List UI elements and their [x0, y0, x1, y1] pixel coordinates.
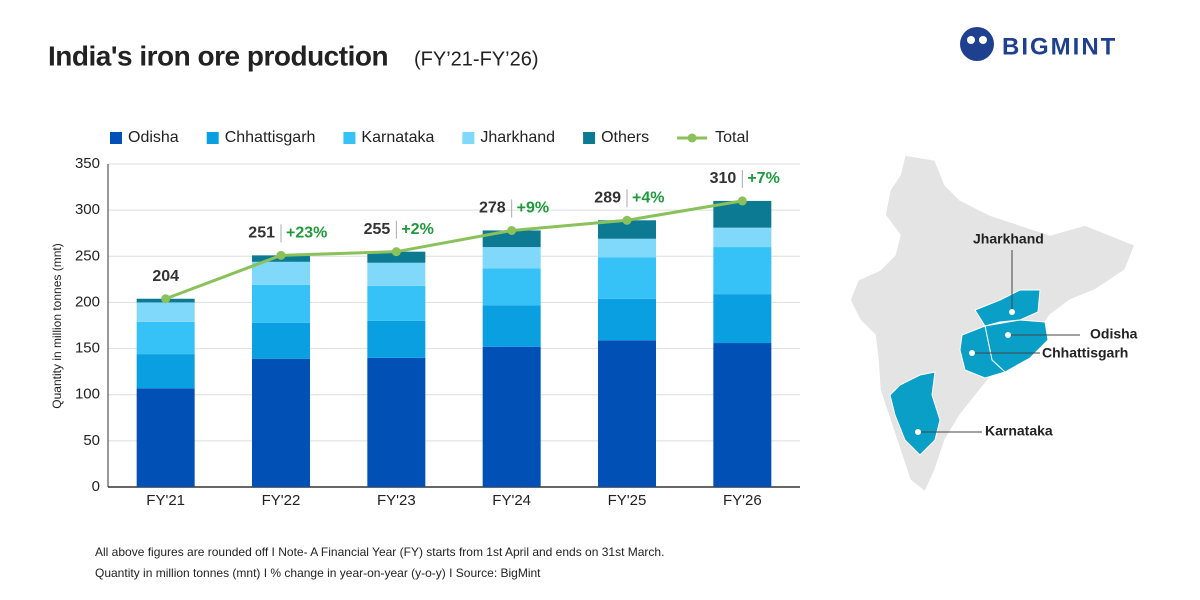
bar-segment	[598, 298, 656, 341]
yoy-label: +7%	[747, 170, 779, 187]
bar-segment	[136, 302, 195, 322]
legend-label: Karnataka	[361, 129, 434, 146]
x-tick-label: FY'22	[262, 492, 301, 509]
logo-text: BIGMINT	[1002, 33, 1117, 60]
legend-swatch	[343, 132, 356, 144]
logo-icon	[960, 27, 994, 61]
total-line	[165, 199, 743, 301]
total-label: 310	[710, 170, 737, 187]
yoy-label: +23%	[286, 225, 327, 242]
map-dot	[1009, 309, 1015, 315]
y-tick-label: 350	[75, 155, 100, 172]
bar-segment	[713, 343, 772, 487]
y-tick-label: 50	[83, 432, 100, 449]
bar-segment	[482, 247, 541, 269]
bar-segment	[136, 321, 195, 355]
footnote: Quantity in million tonnes (mnt) I % cha…	[95, 566, 541, 580]
legend-swatch	[583, 132, 596, 144]
legend-label: Total	[715, 129, 749, 146]
total-label: 255	[364, 221, 391, 238]
legend-swatch	[462, 132, 475, 144]
map-dot	[1005, 332, 1011, 338]
state-shape	[959, 325, 1006, 379]
total-label: 251	[248, 225, 275, 242]
bar-segment	[136, 354, 195, 389]
total-point	[161, 294, 171, 304]
bar-segment	[482, 346, 541, 487]
bar-segment	[598, 257, 656, 299]
legend-label: Chhattisgarh	[225, 129, 316, 146]
map-label: Chhattisgarh	[1042, 345, 1128, 361]
y-axis-label: Quantity in million tonnes (mnt)	[50, 243, 64, 408]
logo-icon	[967, 36, 975, 44]
y-tick-label: 300	[75, 201, 100, 218]
footnote: All above figures are rounded off I Note…	[95, 545, 664, 559]
total-label: 204	[152, 268, 179, 285]
bar-segment	[367, 357, 426, 487]
bar-segment	[252, 284, 310, 323]
bar-segment	[598, 220, 656, 239]
chart-subtitle: (FY’21-FY’26)	[414, 48, 538, 70]
bar-segment	[713, 247, 772, 295]
bar-segment	[482, 305, 541, 347]
y-tick-label: 200	[75, 293, 100, 310]
x-tick-label: FY'25	[608, 492, 647, 509]
state-shape	[889, 371, 941, 456]
x-tick-label: FY'24	[492, 492, 531, 509]
bar-segment	[598, 238, 656, 258]
legend-swatch	[110, 132, 122, 144]
y-tick-label: 100	[75, 386, 100, 403]
legend-label: Odisha	[128, 129, 179, 146]
yoy-label: +2%	[401, 221, 433, 238]
chart-title: India's iron ore production	[48, 40, 388, 71]
total-label: 289	[594, 190, 621, 207]
map-label: Odisha	[1090, 326, 1138, 342]
bar-segment	[136, 388, 195, 487]
bar-segment	[367, 251, 426, 263]
y-tick-label: 250	[75, 247, 100, 264]
map-dot	[915, 429, 921, 435]
y-tick-label: 150	[75, 340, 100, 357]
total-point	[276, 250, 286, 260]
y-tick-label: 0	[92, 478, 100, 495]
x-tick-label: FY'26	[723, 492, 762, 509]
bar-segment	[252, 261, 310, 285]
legend-swatch	[206, 132, 219, 144]
map-dot	[969, 350, 975, 356]
bar-segment	[367, 285, 426, 321]
legend-label: Others	[601, 129, 649, 146]
total-label: 278	[479, 200, 506, 217]
total-point	[391, 247, 401, 257]
x-tick-label: FY'23	[377, 492, 416, 509]
yoy-label: +9%	[517, 200, 549, 217]
total-point	[622, 215, 632, 225]
logo-icon	[979, 36, 987, 44]
bar-segment	[713, 294, 772, 344]
india-map: Jharkhand Odisha Chhattisgarh Karnataka	[849, 154, 1138, 494]
bar-segment	[367, 320, 426, 358]
map-label: Karnataka	[985, 423, 1053, 439]
bar-segment	[367, 262, 426, 286]
total-point	[507, 225, 517, 235]
x-tick-label: FY'21	[146, 492, 185, 509]
yoy-label: +4%	[632, 190, 664, 207]
legend-swatch	[687, 133, 697, 143]
total-point	[737, 196, 747, 206]
legend-label: Jharkhand	[480, 129, 555, 146]
bar-segment	[482, 268, 541, 306]
bar-segment	[598, 340, 656, 487]
bar-segment	[252, 358, 310, 487]
bar-segment	[252, 322, 310, 359]
bar-segment	[713, 227, 772, 248]
logo: BIGMINT	[960, 27, 1117, 61]
map-label: Jharkhand	[973, 231, 1044, 247]
